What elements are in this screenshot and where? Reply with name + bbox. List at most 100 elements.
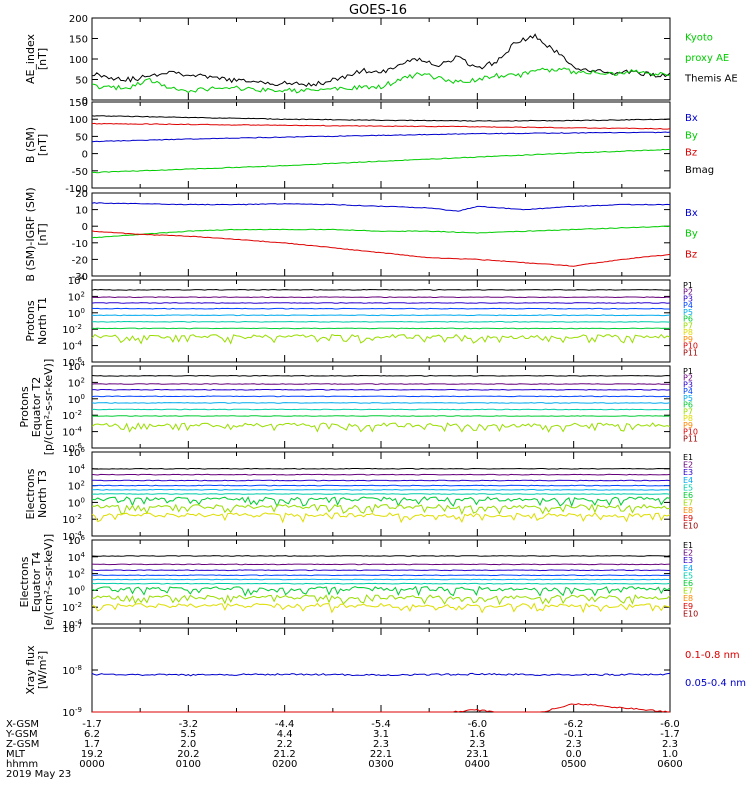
legend-item: Bmag [685, 165, 714, 176]
row-value: 0100 [176, 759, 201, 770]
legend-p10: P10 [683, 428, 698, 437]
y-tick-label: 10-4 [62, 426, 82, 439]
row-value: 2.0 [180, 739, 196, 750]
legend-item: Bz [685, 249, 697, 260]
legend-item: Kyoto [685, 33, 713, 44]
row-value: -5.4 [371, 719, 391, 730]
channel-line [91, 374, 671, 377]
row-value: 1.6 [469, 729, 485, 740]
figure-title: GOES-16 [349, 3, 407, 18]
legend-p1: P1 [683, 367, 693, 376]
channel-line [91, 402, 671, 404]
legend-p2: P2 [683, 288, 693, 297]
row-value: 2.3 [373, 739, 389, 750]
channel-line [91, 503, 671, 516]
row-value: 0400 [465, 759, 490, 770]
row-value: 2.3 [469, 739, 485, 750]
legend-e7: E7 [683, 499, 693, 508]
channel-line [91, 594, 671, 606]
row-value: 0500 [561, 759, 586, 770]
row-value: 21.2 [274, 749, 296, 760]
channel-line [91, 383, 671, 385]
row-value: 23.1 [466, 749, 488, 760]
series-line-bz [91, 122, 671, 130]
y-axis-label: B (SM) [24, 127, 37, 163]
y-axis-label: [e/(cm²-s-sr-keV)] [42, 534, 55, 630]
y-tick-label: 10-2 [62, 323, 82, 336]
legend-p9: P9 [683, 335, 693, 344]
y-tick-label: 10-2 [62, 601, 82, 614]
y-tick-label: 10-4 [62, 340, 82, 353]
panel-frame [91, 279, 671, 363]
legend-p5: P5 [683, 394, 693, 403]
panel-frame [91, 365, 671, 449]
legend-e5: E5 [683, 483, 693, 492]
legend-p11: P11 [683, 434, 698, 443]
channel-line [91, 395, 671, 398]
y-axis-label: [nT] [36, 134, 49, 156]
y-axis-label: AE_index [24, 33, 37, 84]
panel-8: 10-7 10-8 10-9 Xray flux [W/m²] 0.1-0.8 nm 0.0… [24, 622, 746, 719]
y-tick-label: 100 [68, 307, 85, 320]
y-tick-label: 104 [68, 463, 86, 476]
y-tick-label: 0 [82, 96, 88, 107]
legend-e1: E1 [683, 453, 693, 462]
y-tick-label: 10-2 [62, 409, 82, 422]
panel-frame [91, 627, 671, 713]
row-label-mlt: MLT [6, 749, 26, 760]
channel-line [92, 488, 671, 491]
channel-line [91, 555, 671, 557]
legend-p7: P7 [683, 321, 693, 330]
y-tick-label: 104 [68, 360, 86, 373]
row-value: 4.4 [277, 729, 293, 740]
legend-item: Bx [685, 113, 698, 124]
y-tick-label: 150 [69, 98, 88, 109]
channel-line [91, 467, 671, 470]
legend-item: Bx [685, 208, 698, 219]
y-tick-label: 102 [68, 376, 85, 389]
time-axis-table: X-GSM -1.7 -3.2 -4.4 -5.4 -6.0 -6.2 -6.0 Y-GSM 6.… [5, 719, 683, 780]
legend-p1: P1 [683, 281, 693, 290]
y-tick-label: 150 [69, 35, 88, 46]
y-tick-label: 10-9 [62, 706, 82, 719]
row-value: -0.1 [564, 729, 584, 740]
y-tick-label: 102 [68, 480, 85, 493]
legend-e7: E7 [683, 587, 693, 596]
row-value: -6.0 [660, 719, 680, 730]
legend-e4: E4 [683, 564, 693, 573]
y-tick-label: 10-8 [62, 664, 82, 677]
panel-frame [91, 101, 671, 189]
y-tick-label: -10 [72, 239, 88, 250]
legend-p6: P6 [683, 315, 693, 324]
channel-line [91, 496, 671, 508]
legend-e6: E6 [683, 579, 693, 588]
panel-frame [91, 17, 671, 101]
legend-item: Themis AE [684, 74, 738, 85]
row-value: -1.7 [82, 719, 102, 730]
legend-e5: E5 [683, 571, 693, 580]
legend-e9: E9 [683, 514, 693, 523]
legend-p6: P6 [683, 401, 693, 410]
y-axis-label: Equator T2 [30, 377, 43, 437]
channel-line [91, 473, 671, 476]
series-line-by [91, 148, 670, 174]
date-label: 2019 May 23 [6, 769, 71, 780]
series-line-themis-ae [91, 33, 671, 87]
row-value: 22.1 [370, 749, 392, 760]
series-line-bx [91, 131, 671, 143]
y-tick-label: 104 [68, 551, 86, 564]
legend-e3: E3 [683, 468, 693, 477]
legend-e10: E10 [683, 521, 698, 530]
channel-line [91, 415, 671, 417]
legend-p8: P8 [683, 414, 693, 423]
y-axis-label: [nT] [36, 48, 49, 70]
channel-line [91, 569, 671, 572]
row-label-y-gsm: Y-GSM [5, 729, 38, 740]
legend-p8: P8 [683, 328, 693, 337]
row-value: -4.4 [275, 719, 295, 730]
row-value: -3.2 [179, 719, 199, 730]
channel-line [91, 512, 671, 524]
